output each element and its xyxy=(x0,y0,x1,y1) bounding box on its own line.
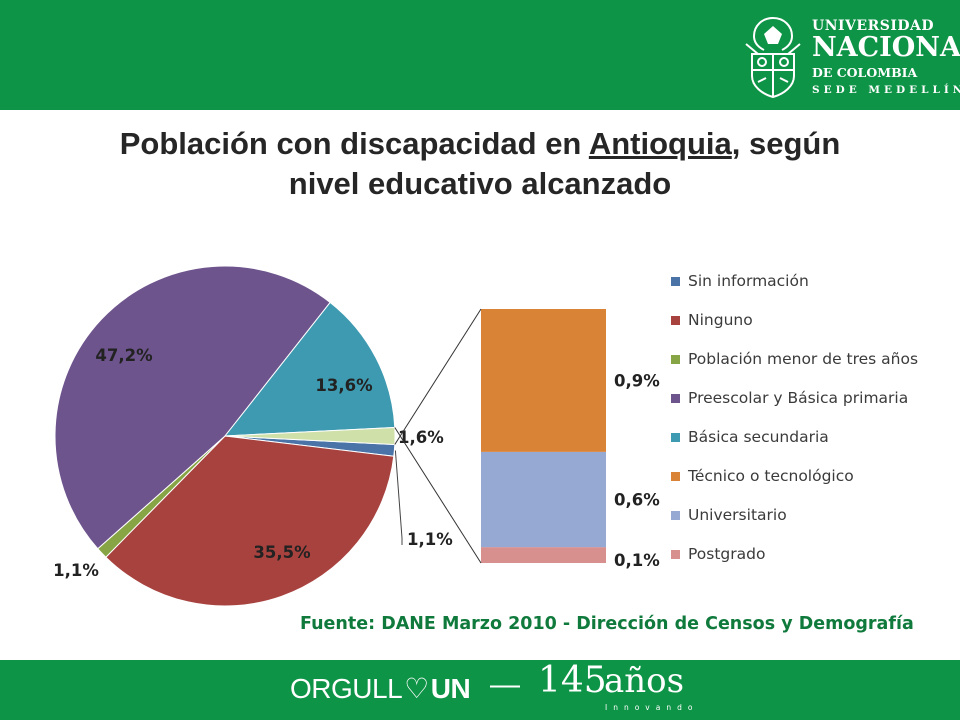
university-name-line2: NACIONAL xyxy=(812,32,960,63)
legend-swatch-ninguno xyxy=(671,316,680,325)
legend-label-preescolar-y-basica-primaria: Preescolar y Básica primaria xyxy=(688,389,908,407)
legend-label-poblacion-menor-de-tres-anos: Población menor de tres años xyxy=(688,350,918,368)
legend-label-ninguno: Ninguno xyxy=(688,311,753,329)
pie-label-basica-secundaria: 13,6% xyxy=(315,376,373,395)
tagline: Innovando xyxy=(605,703,699,712)
pie-label-otros-tecnico-universitario-postgrado: 1,6% xyxy=(398,428,444,447)
bar-segment-universitario xyxy=(481,451,606,548)
legend-label-universitario: Universitario xyxy=(688,506,787,524)
header-band xyxy=(0,0,960,110)
footer-band xyxy=(0,660,960,720)
slogan-suffix: UN xyxy=(430,673,471,704)
pie-slice-otros-tecnico-universitario-postgrado xyxy=(224,426,396,446)
legend-label-sin-informacion: Sin información xyxy=(688,272,809,290)
pie-slice-basica-secundaria xyxy=(223,301,396,437)
legend-swatch-sin-informacion xyxy=(671,277,680,286)
years-number: 145 xyxy=(538,660,607,701)
legend-swatch-preescolar-y-basica-primaria xyxy=(671,394,680,403)
legend-label-postgrado: Postgrado xyxy=(688,545,765,563)
university-logo: UNIVERSIDAD NACIONAL DE COLOMBIA SEDE ME… xyxy=(740,14,960,100)
slogan-dash: — xyxy=(490,668,520,701)
legend-swatch-universitario xyxy=(671,511,680,520)
pie-label-ninguno: 35,5% xyxy=(253,543,311,562)
slogan-orgullo: ORGULL♡UN xyxy=(290,672,471,705)
years-word: años xyxy=(604,661,685,701)
chart-title-line2: nivel educativo alcanzado xyxy=(288,166,672,201)
pie-label-poblacion-menor-de-tres-anos: 1,1% xyxy=(53,561,99,580)
pie-slice-ninguno xyxy=(105,435,395,607)
university-name-line3: DE COLOMBIA xyxy=(812,65,918,80)
chart-title-part3: , según xyxy=(731,126,841,161)
connector-line-top xyxy=(394,308,482,445)
legend-swatch-tecnico-o-tecnologico xyxy=(671,472,680,481)
connector-line-bottom xyxy=(394,427,482,564)
chart-source: Fuente: DANE Marzo 2010 - Dirección de C… xyxy=(300,614,914,634)
legend-swatch-poblacion-menor-de-tres-anos xyxy=(671,355,680,364)
university-campus: SEDE MEDELLÍN xyxy=(812,84,960,96)
chart-title-part1: Población con discapacidad en xyxy=(119,126,589,161)
university-name-line1: UNIVERSIDAD xyxy=(812,18,935,34)
legend-label-basica-secundaria: Básica secundaria xyxy=(688,428,829,446)
heart-icon: ♡ xyxy=(404,673,429,704)
pie-label-preescolar-y-basica-primaria: 47,2% xyxy=(95,346,153,365)
bar-label-postgrado: 0,1% xyxy=(614,551,660,570)
slogan-text: ORGULL xyxy=(290,673,403,704)
leader-line-sin-informacion xyxy=(394,450,403,545)
legend-label-tecnico-o-tecnologico: Técnico o tecnológico xyxy=(687,467,854,485)
university-crest-icon xyxy=(745,17,801,99)
legend-swatch-basica-secundaria xyxy=(671,433,680,442)
bar-segment-postgrado xyxy=(481,547,606,564)
bar-label-universitario: 0,6% xyxy=(614,491,660,510)
chart-title-line1: Población con discapacidad en Antioquia,… xyxy=(0,124,960,164)
chart-title-place: Antioquia xyxy=(588,126,732,161)
bar-label-tecnico-o-tecnologico: 0,9% xyxy=(614,371,660,390)
legend-swatch-postgrado xyxy=(671,550,680,559)
pie-label-sin-informacion: 1,1% xyxy=(407,530,453,549)
pie-slice-preescolar-y-basica-primaria xyxy=(54,265,331,550)
chart-title: Población con discapacidad en Antioquia,… xyxy=(0,124,960,204)
bar-segment-tecnico-o-tecnologico xyxy=(481,309,606,452)
